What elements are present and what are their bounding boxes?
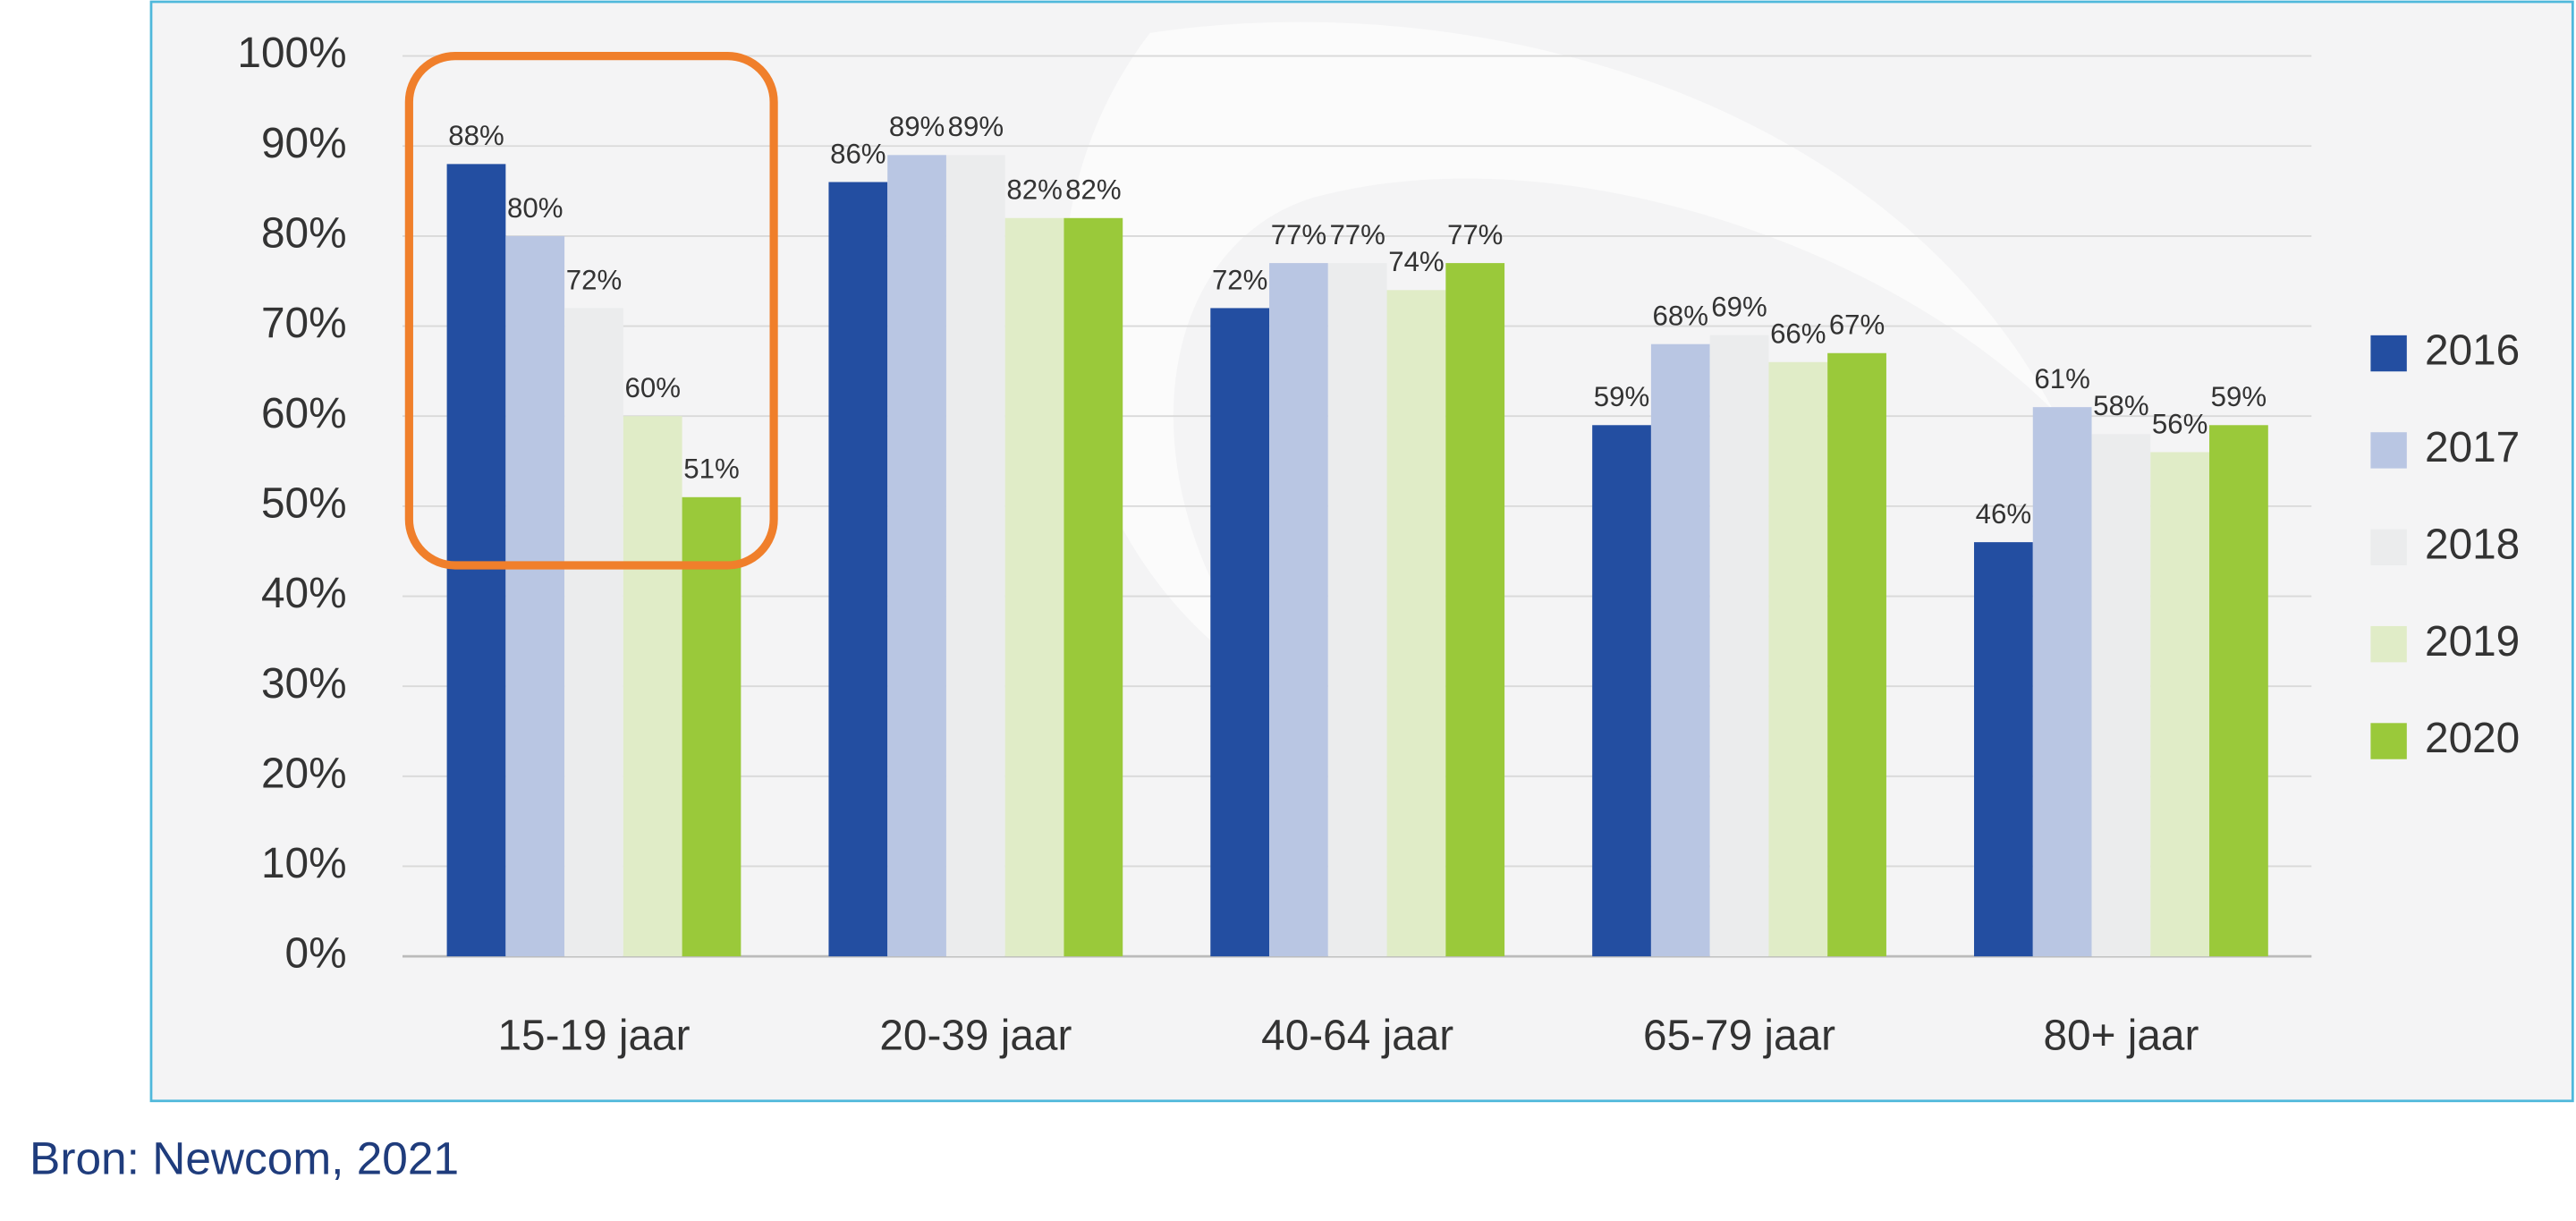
value-label: 61%: [2034, 363, 2089, 394]
legend-label: 2016: [2425, 327, 2520, 375]
bar: [446, 164, 506, 957]
bar: [887, 155, 946, 957]
legend-swatch: [2370, 335, 2407, 372]
bar: [2150, 452, 2210, 957]
bar: [1709, 335, 1769, 957]
y-tick-label: 60%: [261, 390, 347, 437]
value-label: 56%: [2152, 408, 2207, 439]
value-label: 77%: [1271, 219, 1326, 250]
y-tick-label: 0%: [285, 930, 347, 978]
legend-label: 2020: [2425, 715, 2520, 762]
legend-swatch: [2370, 432, 2407, 469]
value-label: 60%: [624, 372, 680, 403]
value-label: 59%: [1594, 381, 1649, 412]
value-label: 69%: [1711, 291, 1767, 322]
value-label: 74%: [1388, 246, 1444, 277]
y-tick-label: 70%: [261, 300, 347, 347]
x-tick-label: 65-79 jaar: [1643, 1013, 1835, 1060]
legend-swatch: [2370, 625, 2407, 663]
bar: [1974, 542, 2033, 957]
bar: [1768, 361, 1828, 957]
highlight-box: [404, 52, 778, 570]
bar: [1650, 343, 1710, 957]
y-tick-label: 40%: [261, 570, 347, 617]
bar: [1827, 352, 1886, 957]
value-label: 86%: [830, 138, 886, 169]
bar: [1210, 308, 1270, 957]
value-label: 46%: [1976, 498, 2031, 530]
bar: [623, 416, 682, 957]
value-label: 77%: [1447, 219, 1503, 250]
value-label: 72%: [566, 264, 622, 295]
bar: [1327, 263, 1387, 957]
bar: [682, 496, 741, 957]
bar: [2209, 425, 2268, 957]
value-label: 68%: [1653, 301, 1708, 332]
value-label: 67%: [1829, 309, 1885, 341]
bar: [1004, 217, 1064, 957]
value-label: 58%: [2093, 390, 2148, 421]
watermark: [1063, 21, 2054, 691]
value-label: 72%: [1212, 264, 1267, 295]
bar: [945, 155, 1005, 957]
bar: [1386, 290, 1446, 957]
value-label: 82%: [1065, 174, 1121, 206]
value-label: 80%: [507, 192, 563, 224]
y-tick-label: 10%: [261, 840, 347, 887]
legend-swatch: [2370, 529, 2407, 565]
value-label: 88%: [448, 120, 504, 151]
source-note: Bron: Newcom, 2021: [30, 1132, 459, 1183]
y-tick-label: 100%: [237, 30, 346, 77]
legend-label: 2018: [2425, 521, 2520, 568]
bar: [1269, 263, 1328, 957]
value-label: 89%: [889, 111, 945, 142]
y-tick-label: 50%: [261, 479, 347, 527]
value-label: 89%: [948, 111, 1004, 142]
value-label: 66%: [1770, 318, 1826, 350]
value-label: 59%: [2211, 381, 2267, 412]
bar: [1445, 263, 1505, 957]
value-label: 82%: [1006, 174, 1062, 206]
bar: [2091, 434, 2151, 957]
value-label: 77%: [1329, 219, 1385, 250]
legend-swatch: [2370, 723, 2407, 759]
x-tick-label: 80+ jaar: [2043, 1013, 2199, 1060]
bar: [564, 308, 623, 957]
y-tick-label: 30%: [261, 660, 347, 708]
y-tick-label: 90%: [261, 120, 347, 167]
legend-label: 2017: [2425, 424, 2520, 471]
x-tick-label: 40-64 jaar: [1261, 1013, 1453, 1060]
bar: [2032, 407, 2092, 957]
y-tick-label: 80%: [261, 210, 347, 258]
bar: [505, 235, 565, 957]
bar: [828, 182, 888, 957]
value-label: 51%: [683, 454, 739, 485]
bar: [1592, 425, 1651, 957]
x-tick-label: 15-19 jaar: [497, 1013, 690, 1060]
x-tick-label: 20-39 jaar: [879, 1013, 1072, 1060]
y-tick-label: 20%: [261, 750, 347, 797]
bar: [1063, 217, 1123, 957]
legend-label: 2019: [2425, 618, 2520, 666]
